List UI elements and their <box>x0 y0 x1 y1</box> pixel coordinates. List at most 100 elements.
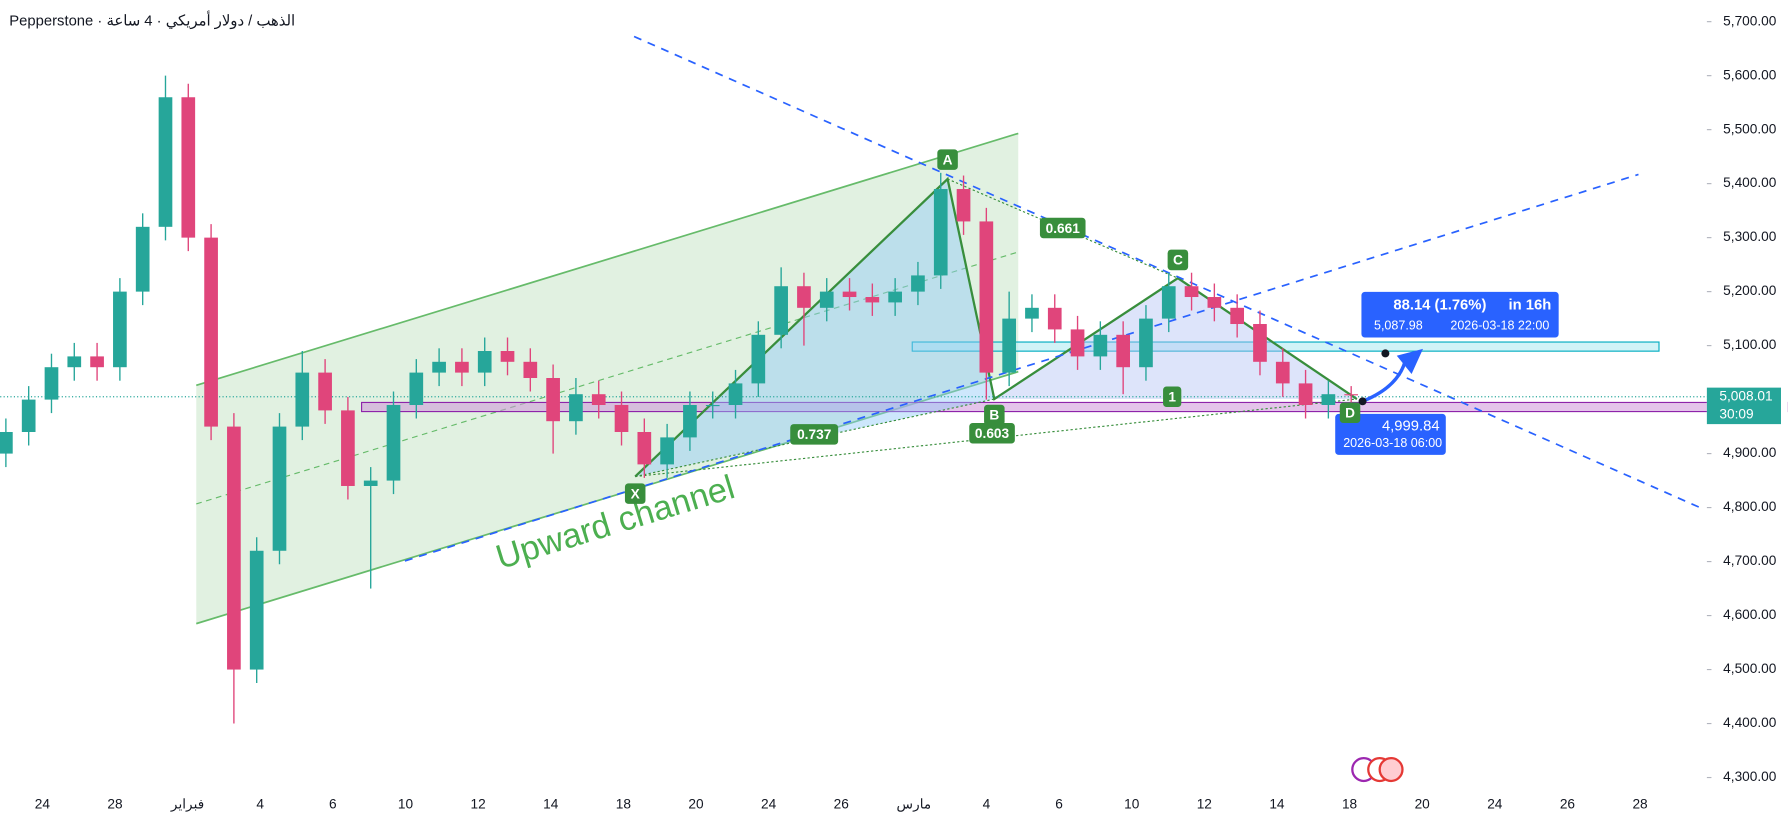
candle-body <box>569 394 583 422</box>
candle-body <box>1002 318 1016 373</box>
trend-up <box>404 173 1639 562</box>
x-tick-label: 4 <box>983 797 991 812</box>
point-badge <box>937 149 958 170</box>
candle-body <box>67 356 82 368</box>
candle-body <box>888 291 902 303</box>
x-tick-label: 20 <box>688 797 704 812</box>
candle-body <box>728 383 743 405</box>
candle-body <box>135 226 150 292</box>
x-tick-label: 26 <box>1560 797 1575 812</box>
point-badge <box>1339 402 1361 423</box>
y-tick-label: 5,600.00 <box>1723 67 1777 82</box>
candle-body <box>1321 394 1336 405</box>
candle-body <box>272 426 287 551</box>
candle-body <box>797 286 811 308</box>
x-tick-label: 28 <box>1632 797 1648 812</box>
point-label: B <box>989 408 999 423</box>
point-label: A <box>943 152 953 167</box>
ratio-badge <box>1039 217 1086 239</box>
candle-body <box>455 361 469 373</box>
entry-box <box>1335 413 1446 455</box>
ratio-badge <box>969 422 1015 444</box>
candle-body <box>591 394 606 405</box>
candle-body <box>181 97 196 238</box>
candle-body <box>204 237 218 427</box>
projection-time: in 16h <box>1509 297 1552 313</box>
ratio-label: 0.737 <box>797 427 831 442</box>
y-tick-label: 5,500.00 <box>1723 121 1777 136</box>
candle-body <box>637 431 652 465</box>
candle-body <box>295 372 310 427</box>
candle-body <box>751 334 766 384</box>
candle-body <box>318 372 332 411</box>
candle-body <box>44 367 59 400</box>
candle-body <box>911 275 925 292</box>
arrow-head <box>1396 348 1423 374</box>
time-axis-bg <box>0 788 1707 822</box>
y-tick-label: 5,100.00 <box>1723 337 1777 352</box>
y-tick-label: 5,300.00 <box>1723 229 1777 244</box>
candle-body <box>614 404 629 432</box>
channel-top <box>196 132 1019 387</box>
y-tick-label: 5,400.00 <box>1723 175 1777 190</box>
entry-dot <box>1358 397 1367 406</box>
candle-body <box>1047 307 1062 330</box>
projection-arrow <box>1361 361 1407 403</box>
bcd-fill <box>994 278 1357 400</box>
x-tick-label: 12 <box>1197 797 1212 812</box>
point-badge <box>624 483 646 504</box>
x-tick-label: 14 <box>1269 797 1285 812</box>
candle-body <box>819 291 834 308</box>
candle-body <box>0 431 13 454</box>
candle-body <box>1093 334 1108 357</box>
last-price-box <box>1706 387 1781 425</box>
y-tick-label: 4,500.00 <box>1723 661 1777 676</box>
y-tick-label: 4,300.00 <box>1723 769 1777 784</box>
candle-body <box>386 404 401 481</box>
x-tick-label: 24 <box>761 797 777 812</box>
target-date: 2026-03-18 22:00 <box>1450 318 1549 332</box>
candle-body <box>774 286 788 335</box>
candle-body <box>979 221 994 373</box>
candle-body <box>1184 286 1199 298</box>
candle-body <box>1253 324 1267 362</box>
x-tick-label: 10 <box>1124 797 1140 812</box>
candle-body <box>158 97 173 227</box>
y-tick-label: 4,800.00 <box>1723 499 1777 514</box>
candle-body <box>249 550 264 670</box>
candle-body <box>683 404 697 438</box>
candle-body <box>1298 383 1313 405</box>
x-tick-label: 10 <box>398 797 414 812</box>
x-tick-label: 24 <box>1487 797 1503 812</box>
candle-body <box>90 356 104 368</box>
event-icon <box>1378 757 1404 783</box>
point-badge <box>984 404 1005 426</box>
candle-body <box>865 297 880 303</box>
x-tick-label: 24 <box>35 797 51 812</box>
candle-body <box>113 291 127 368</box>
x-tick-label: مارس <box>896 797 931 813</box>
candle-body <box>1161 286 1176 319</box>
ratio-label: 1 <box>1168 389 1176 404</box>
x-tick-label: 6 <box>1055 797 1063 812</box>
point-label: D <box>1345 405 1355 420</box>
y-tick-label: 5,700.00 <box>1723 13 1777 28</box>
candles <box>0 75 1359 724</box>
candle-body <box>1207 297 1222 308</box>
projection-box <box>1361 291 1559 338</box>
x-tick-label: 28 <box>107 797 123 812</box>
countdown: 30:09 <box>1719 407 1753 422</box>
x-tick-label: 20 <box>1415 797 1431 812</box>
candle-body <box>341 410 355 486</box>
candle-body <box>1116 334 1130 368</box>
entry-price: 4,999.84 <box>1382 418 1440 434</box>
candle-body <box>477 351 492 373</box>
x-tick-label: 12 <box>470 797 485 812</box>
pattern-labels: X A B C D 0.737 0.603 0.661 1 <box>624 149 1361 504</box>
candle-body <box>660 437 674 465</box>
time-axis: 24 28 فبراير 4 6 10 12 14 18 20 24 26 مارس 4 6 10 12 14 18… <box>35 797 1648 813</box>
candle-body <box>546 378 560 422</box>
candle-body <box>363 480 378 486</box>
